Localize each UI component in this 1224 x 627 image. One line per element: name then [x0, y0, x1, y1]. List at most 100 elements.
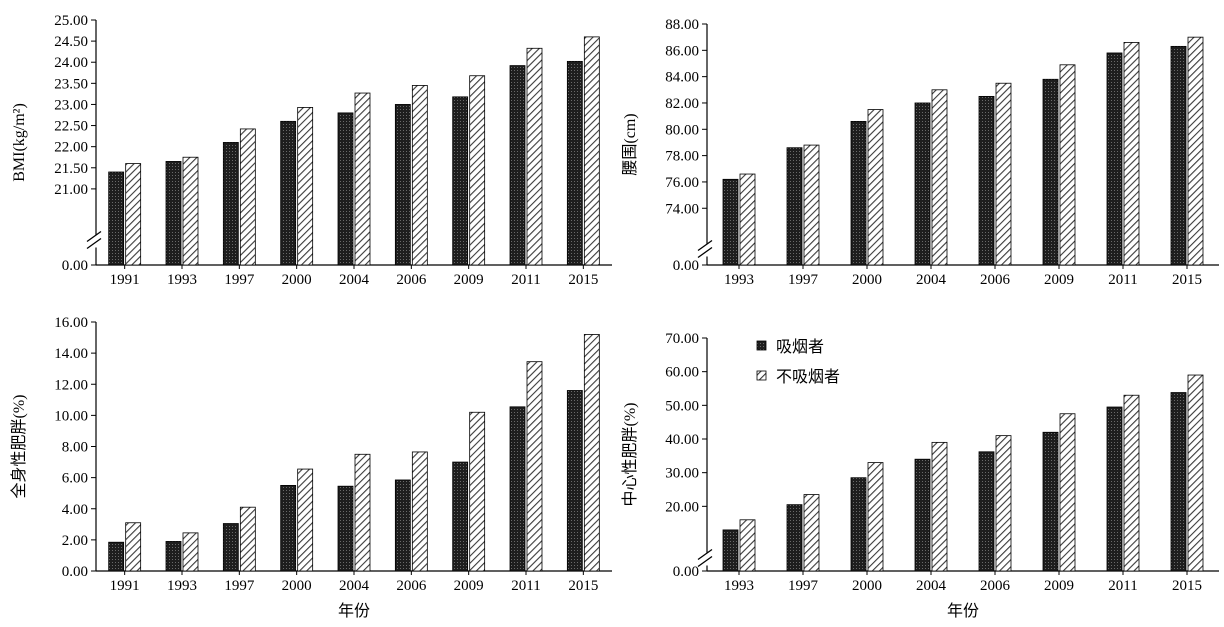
- central-obesity-xtick-label: 1997: [788, 578, 819, 594]
- waist-chart-panel: 88.00 86.00 84.00 82.00 80.00 78.00 76.00 74.00…: [621, 17, 1219, 288]
- general-obesity-bar-smoker-1993: [165, 541, 182, 572]
- waist-bar-nonsmoker-2011: [1123, 42, 1140, 266]
- waist-xtick-label: 1993: [724, 272, 754, 288]
- bmi-bar-smoker-2004: [337, 112, 354, 266]
- waist-bar-smoker-2004: [914, 102, 931, 266]
- general-obesity-bar-nonsmoker-1991: [125, 522, 142, 572]
- central-obesity-bar-smoker-2004: [914, 458, 931, 572]
- central-obesity-bar-nonsmoker-2015: [1187, 374, 1204, 572]
- bmi-axis-break: [86, 230, 102, 250]
- waist-bar-smoker-1997: [786, 147, 803, 266]
- bmi-ytick-label: 21.00: [54, 182, 88, 198]
- bmi-xtick-label: 2000: [282, 272, 312, 288]
- general-obesity-xtick-label: 2015: [568, 578, 598, 594]
- bmi-bar-nonsmoker-1997: [239, 128, 256, 266]
- central-obesity-xtick-label: 2006: [980, 578, 1011, 594]
- waist-xtick-label: 1997: [788, 272, 819, 288]
- central-obesity-xtick-label: 2015: [1172, 578, 1202, 594]
- waist-bar-nonsmoker-2000: [867, 109, 884, 266]
- general-obesity-ylabel: 全身性肥胖(%): [10, 395, 28, 499]
- bmi-bar-smoker-1993: [165, 161, 182, 266]
- general-obesity-bar-nonsmoker-1997: [239, 506, 256, 572]
- general-obesity-ytick-label: 0.00: [62, 564, 88, 580]
- bmi-bar-nonsmoker-2009: [469, 75, 486, 266]
- bmi-xtick-label: 2004: [339, 272, 370, 288]
- general-obesity-ytick-label: 6.00: [62, 471, 88, 487]
- bmi-bar-smoker-2006: [394, 104, 411, 266]
- waist-bar-nonsmoker-1993: [739, 173, 756, 266]
- central-obesity-bar-nonsmoker-2000: [867, 462, 884, 572]
- general-obesity-bar-smoker-2015: [566, 390, 583, 572]
- general-obesity-bar-smoker-1997: [222, 523, 239, 572]
- bmi-bar-nonsmoker-2006: [411, 85, 428, 266]
- general-obesity-xtick-label: 2006: [396, 578, 427, 594]
- central-obesity-bar-smoker-1993: [722, 529, 739, 572]
- bmi-bar-smoker-2009: [452, 96, 469, 266]
- general-obesity-ytick-label: 10.00: [54, 408, 88, 424]
- waist-xtick-label: 2009: [1044, 272, 1074, 288]
- legend: 吸烟者 不吸烟者: [756, 338, 840, 386]
- central-obesity-bar-smoker-2000: [850, 477, 867, 572]
- waist-ytick-label: 0.00: [673, 258, 699, 274]
- general-obesity-bar-nonsmoker-2006: [411, 451, 428, 572]
- bmi-xtick-label: 1997: [224, 272, 255, 288]
- waist-xtick-label: 2004: [916, 272, 947, 288]
- waist-axis-break: [697, 239, 713, 259]
- general-obesity-bar-smoker-2004: [337, 485, 354, 572]
- bmi-bar-nonsmoker-2004: [354, 92, 371, 266]
- general-obesity-bar-smoker-2009: [452, 461, 469, 572]
- central-obesity-ytick-label: 60.00: [665, 365, 699, 381]
- bmi-xtick-label: 2009: [454, 272, 484, 288]
- bmi-bar-nonsmoker-1991: [125, 163, 142, 266]
- general-obesity-bar-nonsmoker-2000: [297, 468, 314, 572]
- legend-label-smoker: 吸烟者: [776, 338, 824, 356]
- waist-bar-smoker-1993: [722, 178, 739, 266]
- general-obesity-bar-smoker-2011: [509, 406, 526, 572]
- bmi-xtick-label: 2011: [511, 272, 540, 288]
- waist-xtick-label: 2006: [980, 272, 1011, 288]
- general-obesity-xtick-label: 2009: [454, 578, 484, 594]
- central-obesity-ytick-label: 50.00: [665, 398, 699, 414]
- waist-bar-smoker-2015: [1170, 45, 1187, 266]
- waist-bar-smoker-2009: [1042, 78, 1059, 266]
- central-obesity-xlabel: 年份: [947, 602, 979, 620]
- waist-bar-nonsmoker-2009: [1059, 64, 1076, 266]
- waist-bar-nonsmoker-2015: [1187, 36, 1204, 266]
- central-obesity-bar-nonsmoker-2009: [1059, 413, 1076, 572]
- central-obesity-bar-smoker-2011: [1106, 406, 1123, 572]
- central-obesity-bar-nonsmoker-2004: [931, 441, 948, 572]
- bmi-bar-nonsmoker-2011: [526, 47, 543, 266]
- general-obesity-xtick-label: 1993: [167, 578, 197, 594]
- general-obesity-chart-panel: 16.00 14.00 12.00 10.00 8.00 6.00 4.00 2.00 0.00…: [10, 315, 612, 620]
- central-obesity-ytick-label: 40.00: [665, 432, 699, 448]
- central-obesity-xtick-label: 2000: [852, 578, 882, 594]
- bmi-bar-smoker-1991: [108, 171, 125, 266]
- central-obesity-bar-smoker-2006: [978, 451, 995, 572]
- general-obesity-ytick-label: 8.00: [62, 440, 88, 456]
- central-obesity-chart-panel: 70.00 60.00 50.00 40.00 30.00 20.00 0.00 1993 19…: [621, 331, 1219, 620]
- bmi-chart-panel: 25.00 24.50 24.00 23.50 23.00 22.50 22.00 21.50…: [11, 13, 612, 288]
- central-obesity-ylabel: 中心性肥胖(%): [621, 403, 639, 507]
- bmi-bar-smoker-1997: [222, 142, 239, 266]
- bmi-ytick-label: 23.00: [54, 97, 88, 113]
- bmi-bar-smoker-2015: [566, 60, 583, 266]
- general-obesity-xtick-label: 2011: [511, 578, 540, 594]
- general-obesity-ytick-label: 14.00: [54, 346, 88, 362]
- waist-bar-nonsmoker-2004: [931, 89, 948, 266]
- general-obesity-xlabel: 年份: [338, 602, 370, 620]
- bmi-ytick-label: 23.50: [54, 76, 88, 92]
- bmi-bar-nonsmoker-2000: [297, 107, 314, 266]
- legend-swatch-nonsmoker: [756, 370, 767, 381]
- general-obesity-ytick-label: 16.00: [54, 315, 88, 331]
- general-obesity-bar-smoker-1991: [108, 541, 125, 572]
- bmi-ytick-label: 0.00: [62, 258, 88, 274]
- central-obesity-bar-nonsmoker-2011: [1123, 394, 1140, 572]
- central-obesity-ytick-label: 20.00: [665, 499, 699, 515]
- bmi-ytick-label: 24.00: [54, 55, 88, 71]
- waist-xtick-label: 2011: [1108, 272, 1137, 288]
- bmi-xtick-label: 1993: [167, 272, 197, 288]
- waist-bar-smoker-2011: [1106, 52, 1123, 266]
- bmi-xtick-label: 2006: [396, 272, 427, 288]
- general-obesity-xtick-label: 1997: [224, 578, 255, 594]
- general-obesity-xtick-label: 2000: [282, 578, 312, 594]
